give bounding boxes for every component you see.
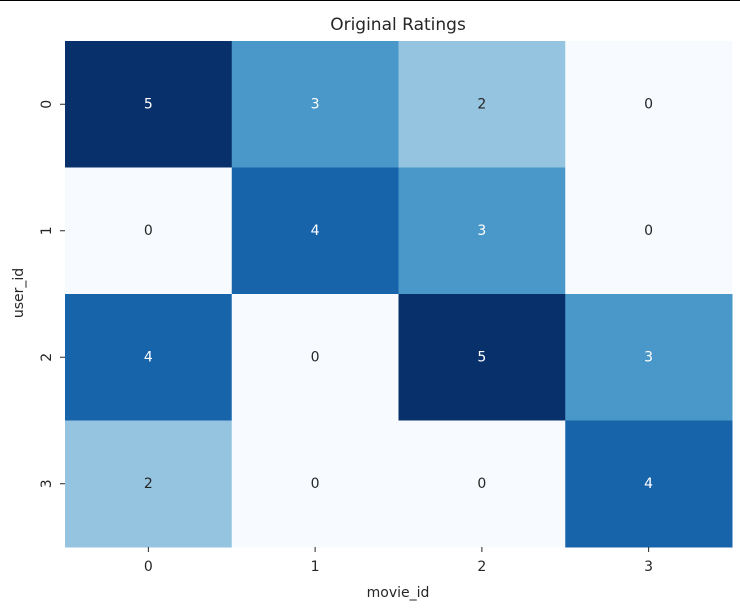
cell-value-r3-c2: 0 <box>477 476 486 492</box>
cell-value-r0-c2: 2 <box>477 96 486 112</box>
cell-value-r1-c3: 0 <box>644 223 653 239</box>
cell-value-r3-c1: 0 <box>311 476 320 492</box>
heatmap-cell-r3-c1 <box>231 420 399 548</box>
cell-value-r1-c0: 0 <box>144 223 153 239</box>
x-tick-label-2: 2 <box>477 559 486 575</box>
x-tick-label-3: 3 <box>644 559 653 575</box>
cell-value-r2-c1: 0 <box>311 349 320 365</box>
heatmap-cell-r1-c0 <box>65 167 233 295</box>
y-axis-ticks: 0 1 2 3 <box>39 100 65 488</box>
y-tick-label-2: 2 <box>39 353 55 362</box>
cell-value-r3-c3: 4 <box>644 476 653 492</box>
x-axis-ticks: 0 1 2 3 <box>144 547 653 575</box>
heatmap-cell-r0-c1 <box>231 41 399 168</box>
x-tick-label-1: 1 <box>311 559 320 575</box>
heatmap-cell-r0-c0 <box>65 41 233 168</box>
heatmap-cell-r2-c3 <box>565 294 733 421</box>
heatmap-cell-r0-c2 <box>398 41 566 168</box>
heatmap-cell-labels: 5 3 2 0 0 4 3 0 4 0 5 3 2 0 0 4 <box>144 96 653 492</box>
cell-value-r0-c3: 0 <box>644 96 653 112</box>
cell-value-r0-c0: 5 <box>144 96 153 112</box>
heatmap-cells <box>65 41 733 548</box>
heatmap-cell-r2-c2 <box>398 294 566 421</box>
cell-value-r2-c2: 5 <box>477 349 486 365</box>
heatmap-cell-r2-c0 <box>65 294 233 421</box>
y-tick-label-1: 1 <box>39 226 55 235</box>
y-tick-label-3: 3 <box>39 479 55 488</box>
heatmap-cell-r3-c3 <box>565 420 733 548</box>
heatmap-cell-r3-c2 <box>398 420 566 548</box>
heatmap-cell-r1-c3 <box>565 167 733 295</box>
x-tick-label-0: 0 <box>144 559 153 575</box>
heatmap-cell-r1-c1 <box>231 167 399 295</box>
cell-value-r0-c1: 3 <box>311 96 320 112</box>
top-border-line <box>0 0 740 1</box>
cell-value-r1-c1: 4 <box>311 223 320 239</box>
cell-value-r1-c2: 3 <box>477 223 486 239</box>
x-axis-label: movie_id <box>367 585 430 601</box>
heatmap-cell-r2-c1 <box>231 294 399 421</box>
cell-value-r2-c0: 4 <box>144 349 153 365</box>
cell-value-r3-c0: 2 <box>144 476 153 492</box>
y-tick-label-0: 0 <box>39 100 55 109</box>
heatmap-cell-r0-c3 <box>565 41 733 168</box>
cell-value-r2-c3: 3 <box>644 349 653 365</box>
y-axis-label: user_id <box>11 268 27 318</box>
heatmap-cell-r1-c2 <box>398 167 566 295</box>
heatmap-cell-r3-c0 <box>65 420 233 548</box>
chart-title: Original Ratings <box>330 15 466 35</box>
